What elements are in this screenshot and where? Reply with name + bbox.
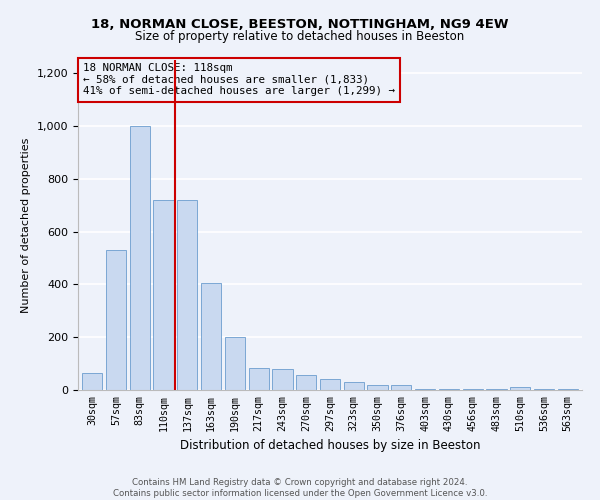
Bar <box>106 250 126 390</box>
Bar <box>557 389 578 390</box>
Y-axis label: Number of detached properties: Number of detached properties <box>21 138 31 312</box>
Bar <box>415 388 435 390</box>
Bar <box>82 373 103 390</box>
Bar <box>225 337 245 390</box>
Bar <box>296 376 316 390</box>
Bar <box>487 389 506 390</box>
Bar <box>130 126 150 390</box>
Text: Size of property relative to detached houses in Beeston: Size of property relative to detached ho… <box>136 30 464 43</box>
X-axis label: Distribution of detached houses by size in Beeston: Distribution of detached houses by size … <box>180 439 480 452</box>
Bar <box>177 200 197 390</box>
Bar <box>510 388 530 390</box>
Bar <box>201 283 221 390</box>
Text: Contains HM Land Registry data © Crown copyright and database right 2024.
Contai: Contains HM Land Registry data © Crown c… <box>113 478 487 498</box>
Bar <box>320 379 340 390</box>
Bar <box>248 368 269 390</box>
Bar <box>154 200 173 390</box>
Bar <box>439 388 459 390</box>
Bar <box>272 369 293 390</box>
Text: 18 NORMAN CLOSE: 118sqm
← 58% of detached houses are smaller (1,833)
41% of semi: 18 NORMAN CLOSE: 118sqm ← 58% of detache… <box>83 64 395 96</box>
Bar <box>344 382 364 390</box>
Bar <box>463 389 483 390</box>
Bar <box>534 389 554 390</box>
Bar <box>367 385 388 390</box>
Bar <box>391 385 412 390</box>
Text: 18, NORMAN CLOSE, BEESTON, NOTTINGHAM, NG9 4EW: 18, NORMAN CLOSE, BEESTON, NOTTINGHAM, N… <box>91 18 509 30</box>
